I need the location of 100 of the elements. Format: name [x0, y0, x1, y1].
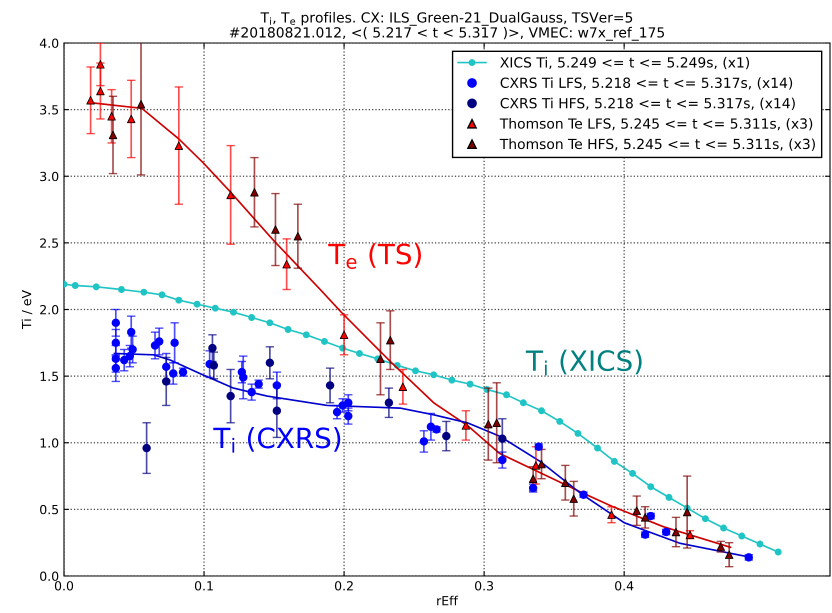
point	[356, 350, 363, 357]
x-tick-label: 0.0	[54, 581, 74, 591]
point	[112, 318, 120, 328]
point	[702, 515, 709, 522]
legend-label: Thomson Te HFS, 5.245 <= t <= 5.311s, (x3)	[500, 138, 815, 151]
point	[158, 291, 166, 298]
point	[136, 100, 146, 109]
point	[208, 344, 217, 352]
point	[142, 444, 151, 452]
point	[398, 382, 408, 392]
point	[86, 96, 95, 105]
point	[155, 337, 164, 346]
point	[632, 506, 641, 515]
point	[302, 331, 310, 338]
point	[724, 550, 734, 559]
point	[212, 304, 219, 312]
point	[610, 458, 618, 465]
point	[774, 548, 782, 556]
point	[466, 380, 474, 388]
annotation: T$_{i}$ (CXRS)	[213, 426, 340, 453]
point	[248, 314, 256, 321]
point	[272, 406, 282, 415]
point	[738, 532, 746, 540]
legend-label: CXRS Ti HFS, 5.218 <= t <= 5.317s, (x14)	[500, 98, 795, 110]
point	[266, 358, 274, 368]
y-tick-label: 1.5	[40, 372, 58, 382]
x-tick-label: 0.1	[194, 581, 213, 591]
chart-title: T$_{i}$, T$_{e}$ profiles. CX: ILS_Green-21_DualGauss, TSVer=5 #20180821.012, <( 5.217 < t < 5.317 )>, VMEC: w7x_ref_175	[230, 12, 664, 41]
point	[556, 418, 564, 425]
point	[570, 494, 578, 503]
point	[271, 225, 280, 234]
point	[112, 354, 120, 364]
point	[640, 513, 650, 522]
point	[498, 434, 507, 443]
point	[332, 408, 342, 416]
point	[320, 338, 328, 345]
point	[96, 60, 105, 69]
annotation: T$_{i}$ (XICS)	[526, 350, 642, 376]
point	[210, 361, 218, 370]
point	[284, 326, 292, 333]
point	[162, 377, 170, 386]
point	[162, 362, 170, 372]
point	[250, 188, 259, 196]
point	[326, 381, 334, 390]
point	[169, 369, 178, 378]
point	[170, 338, 179, 348]
x-tick-label: 0.4	[615, 581, 634, 591]
point	[96, 86, 105, 96]
point	[484, 420, 493, 428]
x-tick-label: 0.2	[334, 581, 353, 591]
y-tick-label: 1.0	[40, 438, 58, 448]
point	[720, 524, 728, 532]
point	[194, 300, 201, 308]
point	[420, 437, 428, 446]
point	[682, 508, 692, 516]
point	[520, 399, 527, 406]
point	[561, 478, 570, 487]
legend-label: Thomson Te LFS, 5.245 <= t <= 5.311s, (x3)	[500, 118, 812, 130]
point	[538, 407, 545, 414]
point	[462, 421, 470, 430]
point	[272, 381, 282, 390]
point	[140, 288, 148, 296]
point	[230, 308, 237, 316]
point	[607, 510, 616, 519]
x-tick-label: 0.3	[474, 581, 494, 591]
point	[118, 286, 125, 293]
legend-label: CXRS Ti LFS, 5.218 <= t <= 5.317s, (x14)	[500, 77, 792, 90]
y-tick-label: 2.5	[40, 238, 58, 248]
y-tick-label: 4.0	[40, 38, 58, 48]
point	[647, 483, 654, 490]
point	[672, 528, 680, 536]
y-axis-title: Ti / eV	[22, 290, 32, 330]
y-tick-label: 2.0	[40, 304, 58, 314]
y-tick-label: 3.5	[40, 105, 58, 115]
point	[574, 430, 582, 437]
point	[503, 391, 510, 398]
point	[498, 456, 507, 464]
point	[442, 432, 451, 440]
point	[412, 367, 419, 374]
point	[174, 141, 184, 150]
point	[126, 328, 136, 336]
point	[247, 388, 256, 396]
legend-label: XICS Ti, 5.249 <= t <= 5.249s, (x1)	[500, 56, 750, 70]
point	[226, 392, 235, 400]
point	[282, 260, 291, 268]
x-axis-title: rEff	[437, 596, 458, 606]
y-tick-label: 0.5	[40, 504, 58, 514]
point	[126, 114, 136, 124]
point	[107, 112, 116, 121]
point	[594, 444, 602, 452]
point	[92, 283, 100, 290]
point	[340, 330, 348, 340]
point	[528, 474, 538, 483]
point	[665, 494, 672, 501]
point	[492, 418, 501, 427]
point	[376, 354, 385, 364]
point	[756, 540, 764, 548]
point	[386, 336, 395, 344]
point	[294, 232, 302, 240]
point	[266, 319, 274, 326]
